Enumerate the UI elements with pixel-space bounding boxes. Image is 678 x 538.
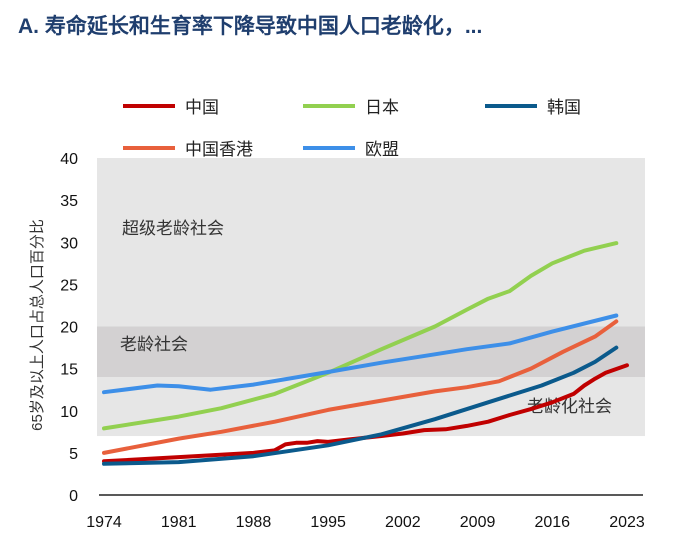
x-tick-label: 1995 (310, 514, 346, 531)
band-label: 老龄社会 (120, 335, 188, 354)
series-line-1 (102, 241, 619, 431)
y-tick-label: 15 (60, 362, 78, 379)
x-tick-label: 2002 (385, 514, 421, 531)
y-tick-label: 35 (60, 193, 78, 210)
x-tick-label: 1974 (86, 514, 122, 531)
y-tick-label: 10 (60, 404, 78, 421)
legend-label: 欧盟 (365, 140, 399, 159)
x-tick-label: 2023 (609, 514, 645, 531)
legend-label: 日本 (365, 98, 399, 117)
y-tick-label: 25 (60, 277, 78, 294)
y-tick-label: 30 (60, 235, 78, 252)
series-line-3 (102, 319, 619, 455)
x-tick-label: 1988 (236, 514, 272, 531)
y-tick-label: 0 (69, 488, 78, 505)
x-tick-label: 1981 (161, 514, 197, 531)
y-axis-label: 65岁及以上人口占总人口百分比 (29, 219, 46, 431)
y-tick-label: 5 (69, 446, 78, 463)
legend-label: 中国香港 (185, 140, 253, 159)
series-line-0 (102, 363, 629, 464)
chart-title: A. 寿命延长和生育率下降导致中国人口老龄化，... (18, 15, 483, 38)
legend-label: 中国 (185, 98, 219, 117)
y-tick-label: 20 (60, 320, 78, 337)
y-tick-label: 40 (60, 151, 78, 168)
band-label: 超级老龄社会 (122, 219, 224, 238)
series-line-2 (102, 345, 619, 466)
x-tick-label: 2009 (460, 514, 496, 531)
legend-label: 韩国 (547, 98, 581, 117)
x-tick-label: 2016 (534, 514, 570, 531)
band-2 (97, 158, 645, 327)
series-line-4 (102, 313, 619, 395)
